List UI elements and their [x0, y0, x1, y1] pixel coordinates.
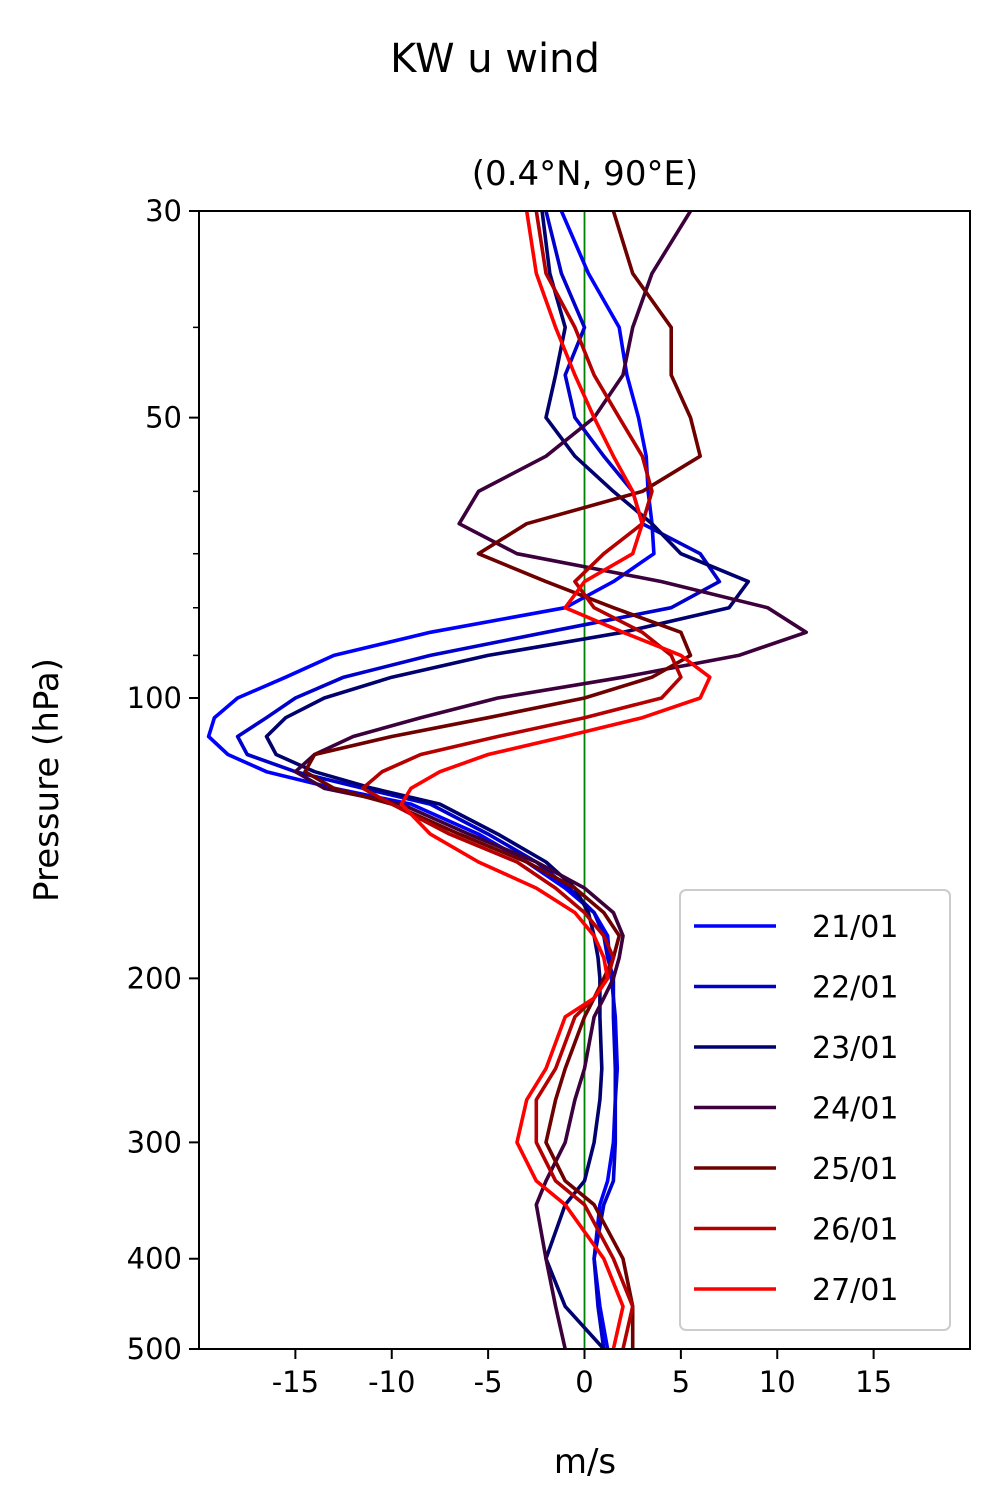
x-tick-label: 0 — [575, 1365, 593, 1399]
y-tick-label: 500 — [127, 1332, 182, 1366]
y-tick-label: 300 — [127, 1125, 182, 1159]
legend-label: 25/01 — [812, 1152, 898, 1187]
legend-label: 27/01 — [812, 1273, 898, 1308]
series-line-27-01 — [399, 211, 712, 1349]
x-axis-label: m/s — [554, 1442, 616, 1482]
chart-title: (0.4°N, 90°E) — [472, 154, 698, 194]
x-tick-label: -5 — [474, 1365, 503, 1399]
legend: 21/01 22/01 23/01 24/01 25/01 26/01 27/01 — [679, 889, 951, 1331]
y-tick-label: 50 — [145, 401, 182, 435]
legend-label: 23/01 — [812, 1031, 898, 1066]
y-axis-label: Pressure (hPa) — [27, 658, 67, 902]
y-tick-label: 100 — [127, 681, 182, 715]
chart-suptitle: KW u wind — [390, 36, 600, 82]
series-line-26-01 — [360, 211, 683, 1349]
x-tick-label: 15 — [855, 1365, 892, 1399]
series-line-24-01 — [293, 211, 809, 1349]
series-lines — [206, 211, 809, 1349]
legend-label: 21/01 — [812, 910, 898, 945]
series-line-21-01 — [206, 211, 656, 1349]
y-tick-label: 200 — [127, 961, 182, 995]
x-tick-label: -15 — [272, 1365, 319, 1399]
x-tick-label: 10 — [759, 1365, 796, 1399]
legend-label: 24/01 — [812, 1092, 898, 1127]
plot-area — [206, 211, 809, 1349]
y-tick-label: 400 — [127, 1242, 182, 1276]
plot-frame — [198, 210, 971, 1350]
legend-label: 22/01 — [812, 971, 898, 1006]
x-tick-label: -10 — [368, 1365, 415, 1399]
y-tick-label: 30 — [145, 194, 182, 228]
x-tick-label: 5 — [672, 1365, 690, 1399]
legend-box — [679, 889, 951, 1331]
series-line-25-01 — [303, 211, 703, 1349]
axis-ticks: -15 -10 -5 0 5 10 15 30 50 100 200 300 400 500 — [127, 194, 892, 1399]
legend-label: 26/01 — [812, 1213, 898, 1248]
